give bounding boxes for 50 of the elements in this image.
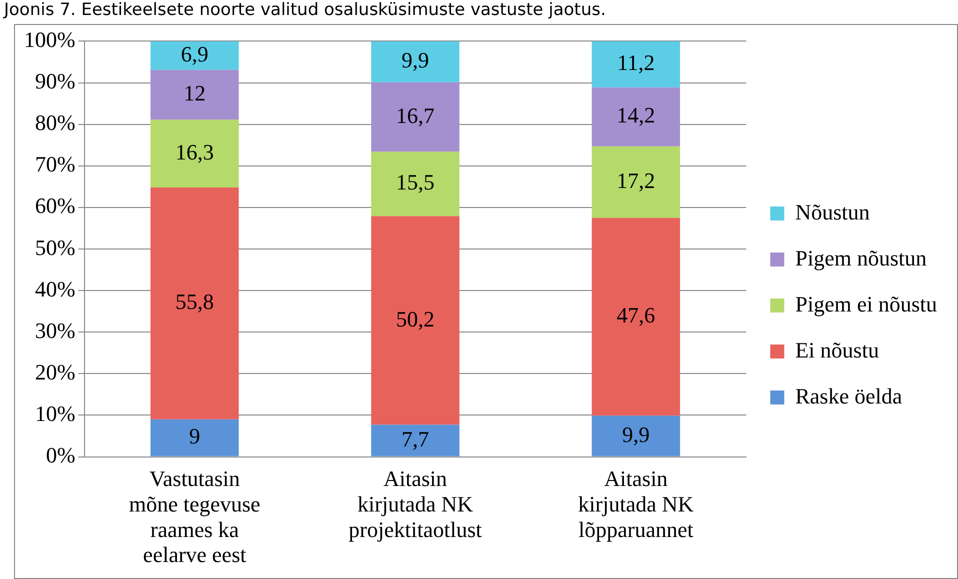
bar [150,41,239,70]
bar [371,82,460,152]
data-label: 6,9 [180,41,208,66]
bar [592,41,680,88]
y-tick-label: 10% [35,401,76,426]
chart-title: Joonis 7. Eestikeelsete noorte valitud osalusküsimuste vastuste jaotus. [4,0,606,20]
x-tick-label: Aitasin kirjutada NK projektitaotlust [348,466,482,542]
data-label: 9 [189,424,200,449]
data-label: 47,6 [616,302,656,328]
legend-label: Ei nõustu [795,337,879,362]
data-label: 15,5 [396,170,435,195]
bar [592,146,680,218]
y-tick-label: 0% [46,442,76,468]
y-tick-label: 30% [35,318,76,343]
data-label: 12 [184,80,206,106]
x-tick-label: Aitasin kirjutada NK lõpparuannet [578,466,694,542]
data-label: 14,2 [616,102,656,128]
data-label: 11,2 [617,50,655,75]
x-tick-label: Vastutasin mõne tegevuse raames ka eelarve eest [128,466,260,568]
bar [371,424,460,456]
y-tick-label: 50% [35,234,76,260]
legend-label: Pigem nõustun [795,245,927,270]
bar [150,187,239,420]
legend-label: Raske öelda [795,383,902,408]
bar [592,416,680,456]
y-tick-label: 100% [24,26,76,52]
bar [371,41,460,82]
y-tick-label: 40% [35,276,76,302]
bar [150,120,239,188]
y-tick-label: 90% [35,68,76,94]
data-label: 9,9 [622,422,650,447]
bar [150,70,239,120]
bar [150,419,239,456]
y-tick-label: 80% [35,110,76,136]
bar [592,218,680,416]
data-label: 50,2 [396,306,435,332]
data-label: 16,3 [175,139,214,164]
legend-label: Nõustun [795,199,870,224]
bar [371,152,460,216]
data-label: 55,8 [175,289,214,314]
y-tick-label: 70% [35,152,76,177]
bar [371,216,460,425]
bar [592,87,680,146]
data-label: 7,7 [402,426,430,452]
data-label: 17,2 [616,168,656,193]
data-label: 16,7 [396,102,435,128]
y-tick-label: 20% [35,359,76,384]
data-label: 9,9 [402,48,430,73]
y-tick-label: 60% [35,193,76,218]
legend-label: Pigem ei nõustu [795,291,938,316]
